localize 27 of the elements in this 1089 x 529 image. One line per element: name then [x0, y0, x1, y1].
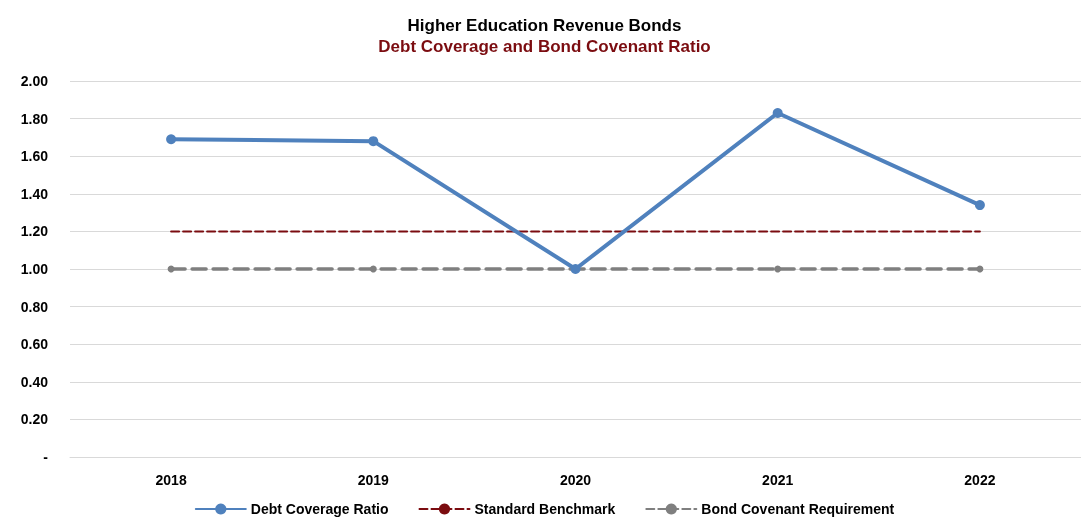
y-tick-label: 2.00	[20, 73, 49, 89]
legend-label: Standard Benchmark	[474, 501, 616, 517]
y-tick-label: 0.80	[20, 298, 49, 315]
x-tick-label: 2022	[964, 472, 996, 488]
x-tick-label: 2019	[357, 472, 390, 488]
legend-label: Debt Coverage Ratio	[250, 501, 389, 517]
chart-subtitle: Debt Coverage and Bond Covenant Ratio	[378, 37, 711, 56]
y-tick-label: -	[43, 449, 49, 465]
chart-title: Higher Education Revenue Bonds	[407, 16, 682, 35]
x-tick-label: 2020	[559, 472, 592, 488]
y-tick-label: 0.60	[20, 336, 49, 353]
y-tick-label: 0.40	[20, 373, 49, 390]
point	[369, 265, 377, 273]
point	[974, 200, 985, 211]
x-tick-label: 2021	[762, 472, 794, 488]
x-tick-label: 2018	[155, 472, 187, 488]
point	[774, 265, 782, 273]
y-tick-label: 1.60	[20, 148, 49, 165]
y-tick-label: 0.20	[20, 411, 49, 428]
y-tick-label: 1.20	[20, 223, 49, 240]
y-tick-label: 1.40	[20, 185, 49, 202]
legend-label: Bond Covenant Requirement	[701, 501, 895, 517]
point	[772, 107, 783, 118]
y-tick-label: 1.80	[20, 110, 49, 127]
point	[166, 134, 177, 145]
point	[368, 136, 379, 147]
y-tick-label: 1.00	[20, 261, 49, 277]
